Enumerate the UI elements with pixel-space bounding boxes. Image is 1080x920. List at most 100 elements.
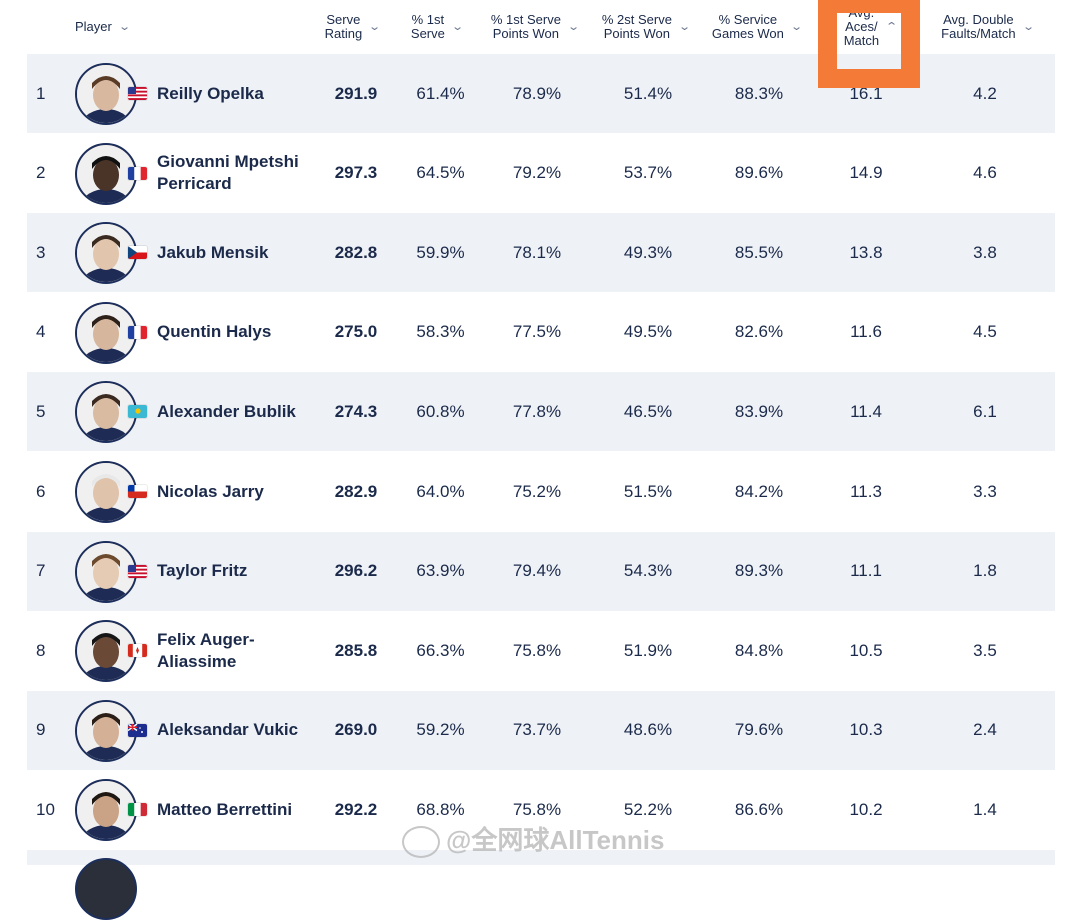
first-serve-won-cell: 77.8% [512, 401, 562, 421]
country-flag-icon [128, 246, 147, 260]
rank-cell: 5 [36, 401, 46, 421]
first-serve-won-cell: 78.1% [512, 242, 562, 262]
serve-rating-cell: 292.2 [334, 799, 378, 819]
service-games-won-cell: 83.9% [734, 401, 784, 421]
player-avatar[interactable] [75, 301, 137, 364]
player-avatar[interactable] [75, 699, 137, 762]
avg-aces-cell: 14.9 [849, 163, 883, 183]
rank-cell: 3 [36, 242, 46, 262]
table-row[interactable]: 1 Reilly Opelka 291.9 61.4% 78.9% 51.4% 88.3% 1… [27, 54, 1055, 133]
rank-cell: 8 [36, 640, 46, 660]
rank-cell: 7 [36, 561, 46, 581]
sort-first-serve[interactable]: % 1st Serve ⌄ [399, 0, 474, 54]
service-games-won-cell: 82.6% [734, 322, 784, 342]
player-name[interactable]: Jakub Mensik [157, 242, 269, 262]
player-name[interactable]: Felix Auger-Aliassime [157, 629, 255, 671]
avg-double-faults-cell: 2.4 [973, 720, 997, 740]
chevron-down-icon: ⌄ [118, 21, 131, 33]
sort-avg-aces[interactable]: Avg. Aces/ Match ⌃ [835, 0, 905, 54]
first-serve-cell: 66.3% [416, 640, 465, 660]
player-avatar[interactable] [75, 381, 137, 444]
avg-double-faults-cell: 1.8 [973, 561, 997, 581]
player-name[interactable]: Giovanni Mpetshi Perricard [157, 152, 299, 194]
serve-rating-cell: 282.8 [334, 242, 378, 262]
first-serve-won-cell: 79.2% [512, 163, 562, 183]
header-label: % 2st Serve Points Won [601, 12, 672, 41]
first-serve-cell: 58.3% [416, 322, 465, 342]
chevron-down-icon: ⌄ [790, 21, 803, 33]
second-serve-won-cell: 51.5% [623, 481, 673, 501]
table-row[interactable]: 4 Quentin Halys 275.0 58.3% 77.5% 49.5% 82.6% 1… [27, 293, 1055, 372]
service-games-won-cell: 88.3% [734, 83, 784, 103]
player-avatar[interactable] [75, 779, 137, 842]
rank-cell: 9 [36, 720, 46, 740]
first-serve-cell: 61.4% [416, 83, 465, 103]
serve-rating-cell: 282.9 [334, 481, 378, 501]
first-serve-cell: 64.5% [416, 163, 465, 183]
player-name[interactable]: Matteo Berrettini [157, 799, 293, 819]
weibo-logo-icon [402, 826, 440, 859]
first-serve-won-cell: 77.5% [512, 322, 562, 342]
serve-rating-cell: 291.9 [334, 83, 378, 103]
serve-rating-cell: 269.0 [334, 720, 378, 740]
player-name[interactable]: Reilly Opelka [157, 83, 264, 103]
country-flag-icon [128, 723, 147, 737]
sort-service-games-won[interactable]: % Service Games Won ⌄ [704, 0, 809, 54]
watermark: @全网球AllTennis [402, 820, 665, 859]
service-games-won-cell: 84.2% [734, 481, 784, 501]
first-serve-cell: 59.9% [416, 242, 465, 262]
first-serve-cell: 63.9% [416, 561, 465, 581]
player-name[interactable]: Nicolas Jarry [157, 481, 264, 501]
rank-cell: 10 [36, 799, 55, 819]
player-avatar[interactable] [75, 620, 137, 683]
chevron-down-icon: ⌄ [567, 21, 580, 33]
avg-aces-cell: 11.3 [850, 481, 882, 501]
player-avatar[interactable] [75, 142, 137, 205]
sort-first-serve-won[interactable]: % 1st Serve Points Won ⌄ [482, 0, 587, 54]
table-header: Player ⌄ Serve Rating ⌄ % 1st Serve ⌄ % … [27, 0, 1055, 55]
second-serve-won-cell: 48.6% [623, 720, 673, 740]
chevron-down-icon: ⌄ [368, 21, 382, 33]
sort-second-serve-won[interactable]: % 2st Serve Points Won ⌄ [593, 0, 698, 54]
service-games-won-cell: 89.3% [734, 561, 784, 581]
table-row[interactable]: 8 Felix Auger-Aliassime 285.8 66.3% 75.8% 51.… [27, 611, 1055, 690]
player-name[interactable]: Alexander Bublik [157, 401, 296, 421]
chevron-down-icon: ⌄ [1021, 21, 1035, 33]
country-flag-icon [128, 166, 147, 180]
sort-player[interactable]: Player ⌄ [75, 0, 135, 54]
country-flag-icon [128, 485, 147, 498]
header-label: Serve Rating [324, 12, 363, 41]
table-row[interactable]: 2 Giovanni Mpetshi Perricard 297.3 64.5% 79.… [27, 134, 1055, 213]
service-games-won-cell: 86.6% [734, 799, 784, 819]
table-row[interactable]: 3 Jakub Mensik 282.8 59.9% 78.1% 49.3% 85.5% 13… [27, 213, 1055, 293]
serve-rating-cell: 297.3 [334, 163, 378, 183]
table-row[interactable]: 6 Nicolas Jarry 282.9 64.0% 75.2% 51.5% 84.2% 1… [27, 452, 1055, 531]
table-row[interactable]: 10 Matteo Berrettini 292.2 68.8% 75.8% 52.2% 8… [27, 770, 1055, 849]
chevron-down-icon: ⌄ [678, 21, 691, 33]
serve-rating-cell: 275.0 [334, 322, 378, 342]
serve-rating-cell: 285.8 [334, 640, 378, 660]
avg-aces-cell: 11.6 [850, 322, 882, 342]
chevron-down-icon: ⌄ [451, 21, 464, 33]
table-row[interactable]: 7 Taylor Fritz 296.2 63.9% 79.4% 54.3% 89.3% 11… [27, 531, 1055, 611]
sort-avg-double-faults[interactable]: Avg. Double Faults/Match ⌄ [927, 0, 1047, 54]
table-row[interactable]: 9 Aleksandar Vukic 269.0 59.2% 73.7% 48.6% 79.… [27, 690, 1055, 770]
avg-aces-cell: 10.2 [849, 799, 883, 819]
service-games-won-cell: 85.5% [734, 242, 784, 262]
rank-cell: 4 [36, 322, 46, 342]
first-serve-cell: 64.0% [416, 481, 465, 501]
second-serve-won-cell: 46.5% [623, 401, 673, 421]
player-name[interactable]: Taylor Fritz [157, 561, 248, 581]
second-serve-won-cell: 52.2% [623, 799, 673, 819]
player-name[interactable]: Quentin Halys [157, 322, 272, 342]
table-row[interactable]: 5 Alexander Bublik 274.3 60.8% 77.8% 46.5% 83.… [27, 372, 1055, 452]
player-name[interactable]: Aleksandar Vukic [157, 720, 299, 740]
sort-serve-rating[interactable]: Serve Rating ⌄ [312, 0, 392, 54]
service-games-won-cell: 89.6% [734, 163, 784, 183]
watermark-text: @全网球AllTennis [446, 825, 665, 855]
first-serve-won-cell: 79.4% [512, 561, 562, 581]
avg-double-faults-cell: 4.6 [973, 163, 997, 183]
second-serve-won-cell: 49.5% [623, 322, 673, 342]
service-games-won-cell: 84.8% [734, 640, 784, 660]
player-avatar[interactable] [75, 461, 137, 523]
